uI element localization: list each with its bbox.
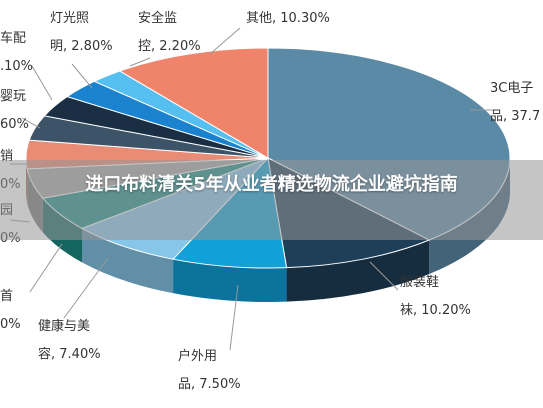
- slice-label-line: 安全监: [138, 10, 177, 26]
- slice-label-9: 灯光照明, 2.80%: [50, 11, 113, 54]
- slice-label-line: 3C电子: [490, 81, 533, 96]
- slice-label-3: 健康与美容, 7.40%: [38, 318, 101, 362]
- slice-label-line: 其他, 10.30%: [246, 11, 330, 26]
- slice-label-line: 品, 37.7: [490, 109, 540, 124]
- slice-label-line: .10%: [0, 59, 33, 74]
- slice-label-line: 服装鞋: [400, 274, 439, 290]
- slice-label-line: 首: [0, 289, 13, 304]
- leader-line-2: [229, 284, 239, 351]
- slice-label-line: 品, 7.50%: [178, 377, 241, 392]
- slice-label-line: 0%: [0, 317, 21, 332]
- pie-side-0: [429, 158, 510, 275]
- leader-line-1: [369, 261, 399, 291]
- banner-title: 进口布料清关5年从业者精选物流企业避坑指南: [85, 174, 458, 195]
- slice-label-line: 明, 2.80%: [50, 39, 113, 54]
- slice-label-line: 健康与美: [38, 318, 90, 334]
- leader-line-8: [31, 65, 53, 101]
- leader-line-3: [63, 257, 109, 319]
- slice-label-line: 车配: [0, 30, 26, 46]
- slice-label-0: 3C电子品, 37.7: [490, 81, 540, 124]
- slice-label-8: 车配 .10%: [0, 30, 33, 74]
- slice-label-line: 灯光照: [50, 11, 89, 26]
- slice-label-7: 婴玩 60%: [0, 89, 29, 132]
- leader-line-4: [29, 243, 63, 293]
- pie-labels: 3C电子品, 37.7 服装鞋袜, 10.20% 户外用品, 7.50% 健康与美容,…: [0, 10, 540, 392]
- slice-label-2: 户外用品, 7.50%: [178, 348, 241, 392]
- slice-label-line: 控, 2.20%: [138, 39, 201, 54]
- pie-side-1: [286, 240, 430, 302]
- leader-line-11: [209, 27, 241, 55]
- slice-label-4: 首 0%: [0, 289, 21, 332]
- pie-side-2: [173, 259, 287, 303]
- pie-slice-11: [118, 47, 269, 159]
- leader-line-7: [21, 117, 41, 129]
- slice-label-line: 户外用: [178, 348, 217, 364]
- slice-label-11: 其他, 10.30%: [246, 11, 330, 26]
- slice-label-10: 安全监控, 2.20%: [138, 10, 201, 54]
- title-banner: [0, 160, 543, 240]
- slice-label-line: 60%: [0, 117, 29, 132]
- pie-side-3: [82, 228, 174, 294]
- slice-label-line: 容, 7.40%: [38, 346, 101, 362]
- slice-label-1: 服装鞋袜, 10.20%: [400, 274, 471, 318]
- leader-line-9: [71, 63, 93, 89]
- slice-label-line: 婴玩: [0, 89, 26, 104]
- leader-line-10: [129, 57, 151, 67]
- slice-label-line: 袜, 10.20%: [400, 303, 471, 318]
